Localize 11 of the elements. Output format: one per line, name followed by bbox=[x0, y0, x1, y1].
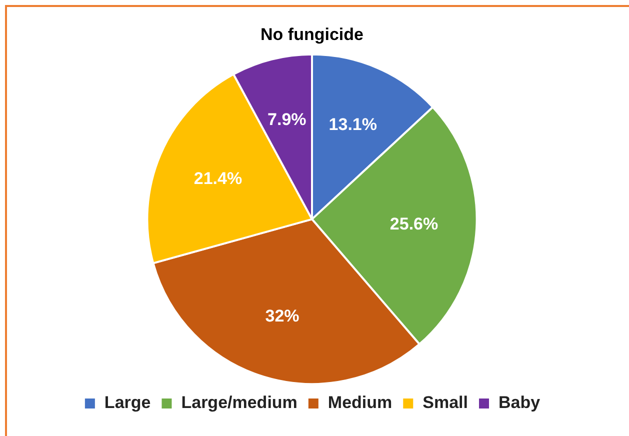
legend-label: Large bbox=[104, 393, 151, 412]
legend-label: Medium bbox=[328, 393, 392, 412]
data-label: 32% bbox=[265, 306, 300, 326]
legend-label: Small bbox=[422, 393, 468, 412]
data-label: 7.9% bbox=[268, 110, 306, 129]
data-label: 13.1% bbox=[328, 115, 377, 134]
legend-label: Large/medium bbox=[181, 393, 298, 412]
chart-title: No fungicide bbox=[260, 24, 364, 44]
data-label: 21.4% bbox=[194, 168, 242, 188]
data-label: 25.6% bbox=[390, 214, 438, 234]
legend-label: Baby bbox=[498, 393, 541, 412]
